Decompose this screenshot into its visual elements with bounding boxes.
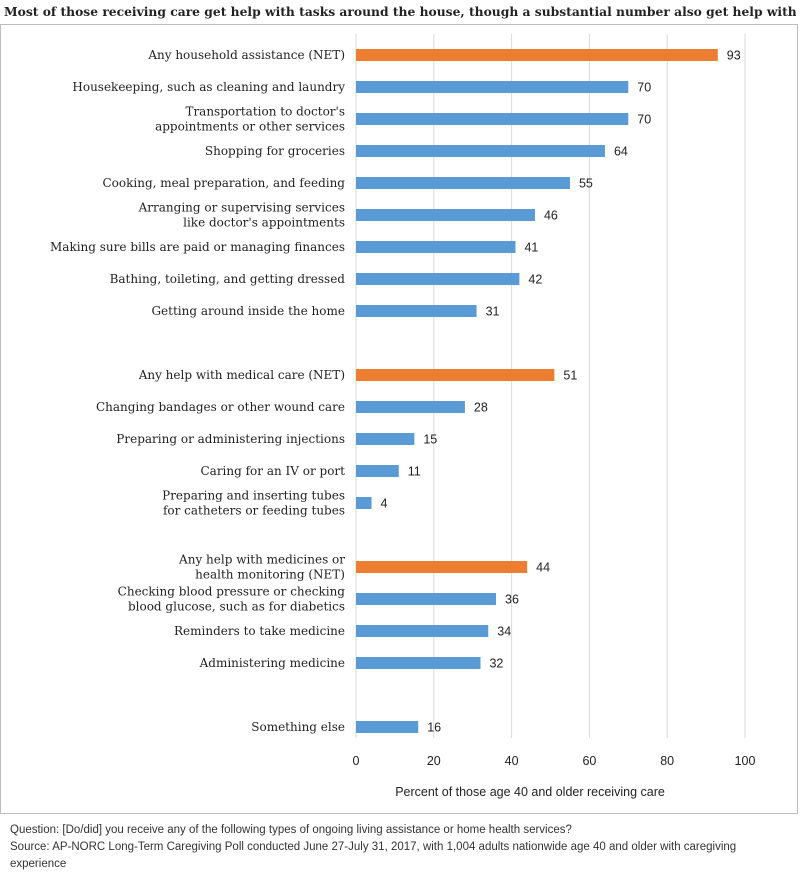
category-label: Checking blood pressure or checking [118, 585, 346, 599]
data-label: 70 [637, 81, 651, 95]
category-bar [356, 241, 516, 253]
category-labels: Any household assistance (NET) Housekeepi… [50, 48, 345, 734]
category-label: Preparing or administering injections [116, 432, 345, 446]
data-label: 44 [536, 561, 550, 575]
data-label: 32 [489, 657, 503, 671]
data-label: 31 [486, 305, 500, 319]
x-tick-label: 60 [582, 754, 596, 768]
source-note: Source: AP-NORC Long-Term Caregiving Pol… [10, 841, 737, 870]
x-tick-labels: 0 20 40 60 80 100 [353, 754, 756, 768]
chart-title: Most of those receiving care get help wi… [4, 4, 796, 19]
category-bar [356, 593, 497, 605]
category-bar [356, 113, 629, 125]
category-label: Arranging or supervising services [138, 201, 345, 215]
data-label: 64 [614, 145, 628, 159]
category-bar [356, 81, 629, 93]
category-label: Caring for an IV or port [200, 464, 345, 478]
x-tick-label: 40 [505, 754, 519, 768]
category-label: health monitoring (NET) [195, 568, 345, 582]
category-label: Bathing, toileting, and getting dressed [110, 272, 346, 286]
category-label: Cooking, meal preparation, and feeding [102, 176, 345, 190]
category-label: blood glucose, such as for diabetics [128, 600, 345, 614]
category-bar [356, 401, 465, 413]
data-label: 70 [637, 113, 651, 127]
category-bar [356, 145, 605, 157]
category-label: like doctor's appointments [183, 216, 345, 230]
category-bar [356, 209, 535, 221]
data-label: 42 [528, 273, 542, 287]
data-label: 51 [563, 369, 577, 383]
chart-frame [0, 24, 798, 814]
category-bar [356, 465, 399, 477]
data-label: 93 [727, 49, 741, 63]
category-label: Shopping for groceries [205, 144, 345, 158]
category-label: Housekeeping, such as cleaning and laund… [72, 80, 345, 94]
data-label: 55 [579, 177, 593, 191]
category-bar [356, 721, 419, 733]
data-label: 36 [505, 593, 519, 607]
net-bar [356, 369, 555, 381]
category-label: Changing bandages or other wound care [96, 400, 345, 414]
category-label: Transportation to doctor's [185, 105, 345, 119]
category-bar [356, 625, 489, 637]
net-bar [356, 561, 528, 573]
category-label: Any help with medical care (NET) [138, 368, 345, 382]
x-axis-label: Percent of those age 40 and older receiv… [395, 785, 665, 799]
data-label: 11 [408, 465, 421, 479]
category-label: Making sure bills are paid or managing f… [50, 240, 345, 254]
category-label: Getting around inside the home [151, 304, 345, 318]
category-label: Preparing and inserting tubes [162, 489, 345, 503]
category-label: for catheters or feeding tubes [163, 504, 345, 518]
bar-chart: Any household assistance (NET) Housekeepi… [50, 34, 756, 799]
bars [356, 49, 718, 733]
x-tick-label: 100 [735, 754, 756, 768]
x-tick-label: 80 [660, 754, 674, 768]
category-label: Administering medicine [199, 656, 345, 670]
footnotes: Question: [Do/did] you receive any of th… [10, 822, 790, 873]
category-bar [356, 177, 570, 189]
x-tick-label: 20 [427, 754, 441, 768]
question-note: Question: [Do/did] you receive any of th… [10, 824, 572, 836]
category-bar [356, 657, 481, 669]
data-label: 41 [524, 241, 538, 255]
data-label: 15 [423, 433, 437, 447]
category-label: Reminders to take medicine [174, 624, 345, 638]
category-bar [356, 305, 477, 317]
category-label: appointments or other services [155, 120, 345, 134]
category-bar [356, 497, 372, 509]
data-label: 46 [544, 209, 558, 223]
category-label: Something else [251, 720, 345, 734]
data-label: 34 [497, 625, 511, 639]
data-label: 4 [381, 497, 388, 511]
data-label: 28 [474, 401, 488, 415]
category-label: Any help with medicines or [178, 553, 345, 567]
net-bar [356, 49, 718, 61]
data-label: 16 [427, 721, 441, 735]
category-label: Any household assistance (NET) [147, 48, 345, 62]
x-tick-label: 0 [353, 754, 360, 768]
category-bar [356, 273, 520, 285]
category-bar [356, 433, 415, 445]
